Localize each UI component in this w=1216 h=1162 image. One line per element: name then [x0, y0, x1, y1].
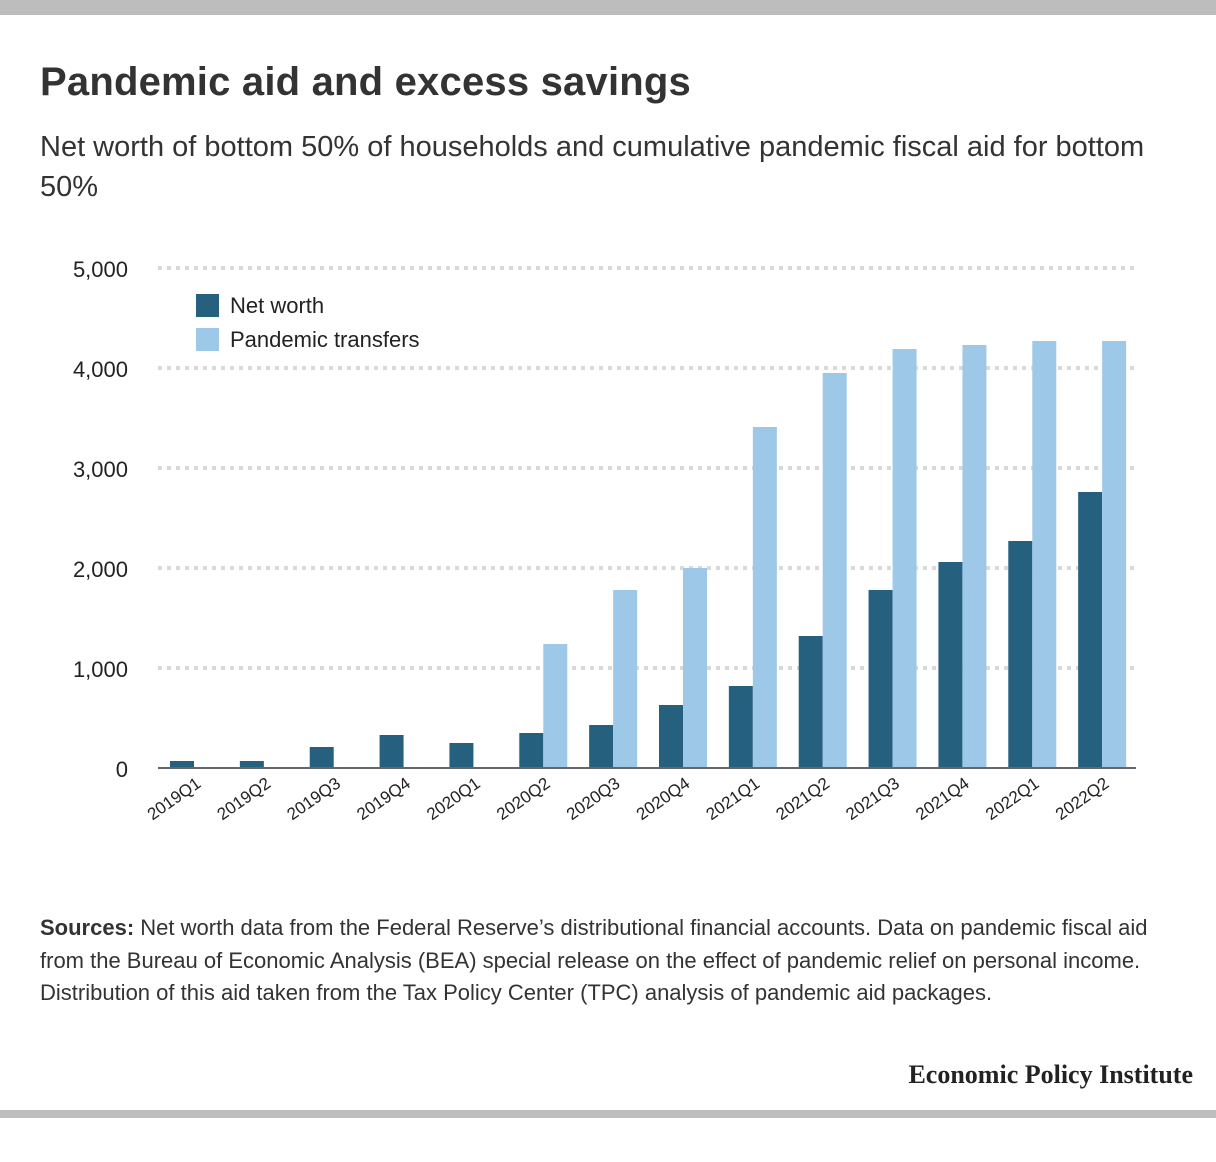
bar-net-worth [589, 725, 614, 768]
bar-net-worth [309, 747, 334, 768]
bar-net-worth [728, 686, 753, 768]
bar-net-worth [519, 733, 544, 768]
x-tick-label: 2022Q1 [982, 774, 1042, 824]
chart-title: Pandemic aid and excess savings [40, 60, 691, 104]
sources-note: Sources: Net worth data from the Federal… [40, 912, 1180, 1010]
bottom-rule [0, 1110, 1216, 1118]
legend-swatch [196, 328, 219, 351]
bar-pandemic-transfers [613, 590, 638, 768]
y-axis-ticks: 0 1,000 2,000 3,000 4,000 5,000 [73, 257, 128, 782]
x-tick-label: 2019Q3 [284, 774, 344, 824]
bar-net-worth [1078, 492, 1103, 768]
y-tick-label: 4,000 [73, 357, 128, 382]
bar-net-worth [798, 636, 823, 768]
bar-pandemic-transfers [962, 345, 987, 768]
y-tick-label: 3,000 [73, 457, 128, 482]
chart-subtitle: Net worth of bottom 50% of households an… [40, 131, 1145, 203]
bar-pandemic-transfers [543, 644, 568, 768]
x-tick-label: 2019Q1 [144, 774, 204, 824]
x-tick-label: 2020Q2 [493, 774, 553, 824]
sources-text: Net worth data from the Federal Reserve’… [40, 915, 1148, 1005]
x-axis-ticks: 2019Q1 2019Q2 2019Q3 2019Q4 2020Q1 2020Q2 2020… [144, 774, 1113, 824]
bar-pandemic-transfers [752, 427, 777, 768]
x-tick-label: 2022Q2 [1052, 774, 1112, 824]
bar-net-worth [868, 590, 893, 768]
y-tick-label: 5,000 [73, 257, 128, 282]
legend-swatch [196, 294, 219, 317]
x-tick-label: 2020Q1 [423, 774, 483, 824]
x-tick-label: 2020Q3 [563, 774, 623, 824]
bar-net-worth [938, 562, 963, 768]
sources-label: Sources: [40, 915, 135, 940]
bar-net-worth [379, 735, 404, 768]
bar-net-worth [170, 761, 194, 768]
bar-pandemic-transfers [683, 568, 707, 768]
x-tick-label: 2021Q2 [773, 774, 833, 824]
x-tick-label: 2019Q4 [353, 774, 413, 824]
bar-net-worth [659, 705, 683, 768]
y-tick-label: 2,000 [73, 557, 128, 582]
bar-pandemic-transfers [822, 373, 847, 768]
top-rule [0, 0, 1216, 15]
x-tick-label: 2021Q4 [912, 774, 972, 824]
legend: Net worth Pandemic transfers [196, 293, 420, 352]
bar-net-worth [1008, 541, 1033, 768]
bar-pandemic-transfers [892, 349, 917, 768]
legend-label: Net worth [230, 293, 324, 318]
bar-net-worth [239, 761, 264, 768]
y-tick-label: 1,000 [73, 657, 128, 682]
bar-pandemic-transfers [1032, 341, 1057, 768]
publisher-logo: Economic Policy Institute [908, 1060, 1193, 1089]
x-tick-label: 2019Q2 [214, 774, 274, 824]
legend-label: Pandemic transfers [230, 327, 420, 352]
bars [170, 341, 1127, 768]
gridlines [158, 266, 1136, 670]
x-tick-label: 2021Q1 [703, 774, 763, 824]
x-tick-label: 2021Q3 [842, 774, 902, 824]
x-tick-label: 2020Q4 [633, 774, 693, 824]
bar-pandemic-transfers [1102, 341, 1127, 768]
y-tick-label: 0 [116, 757, 128, 782]
bar-net-worth [449, 743, 474, 768]
